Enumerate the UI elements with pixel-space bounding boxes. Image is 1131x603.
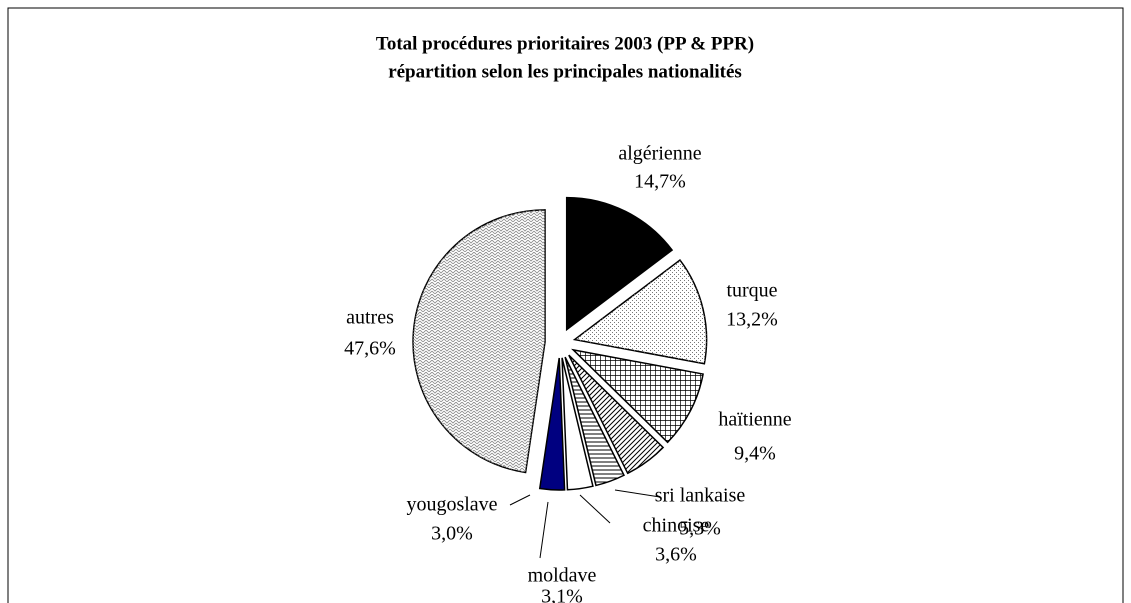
slice-value-label: 3,6%: [655, 544, 697, 566]
slice-label: turque: [726, 280, 777, 302]
chart-frame: [7, 7, 1124, 603]
slice-value-label: 3,0%: [431, 523, 473, 545]
slice-label: sri lankaise: [655, 485, 746, 507]
slice-label: moldave: [528, 565, 597, 587]
slice-value-label: 14,7%: [634, 171, 686, 193]
chart-title: Total procédures prioritaires 2003 (PP &…: [376, 33, 754, 54]
slice-value-label: 13,2%: [726, 309, 778, 331]
chart-subtitle: répartition selon les principales nation…: [388, 61, 742, 82]
slice-value-label: 9,4%: [734, 443, 776, 465]
leader-line: [579, 494, 611, 524]
slice-value-label: 3,1%: [541, 586, 583, 603]
leader-line: [539, 501, 549, 559]
slice-label: chinoise: [643, 515, 710, 537]
leader-line: [509, 494, 531, 506]
pie-slice: [412, 209, 546, 474]
slice-label: autres: [346, 307, 394, 329]
pie-slice: [538, 357, 566, 491]
slice-value-label: 47,6%: [344, 338, 396, 360]
slice-value-label: 5,3%: [679, 518, 721, 540]
slice-label: algérienne: [618, 143, 701, 165]
leader-line: [614, 489, 661, 498]
slice-label: haïtienne: [718, 409, 791, 431]
slice-label: yougoslave: [406, 494, 497, 516]
